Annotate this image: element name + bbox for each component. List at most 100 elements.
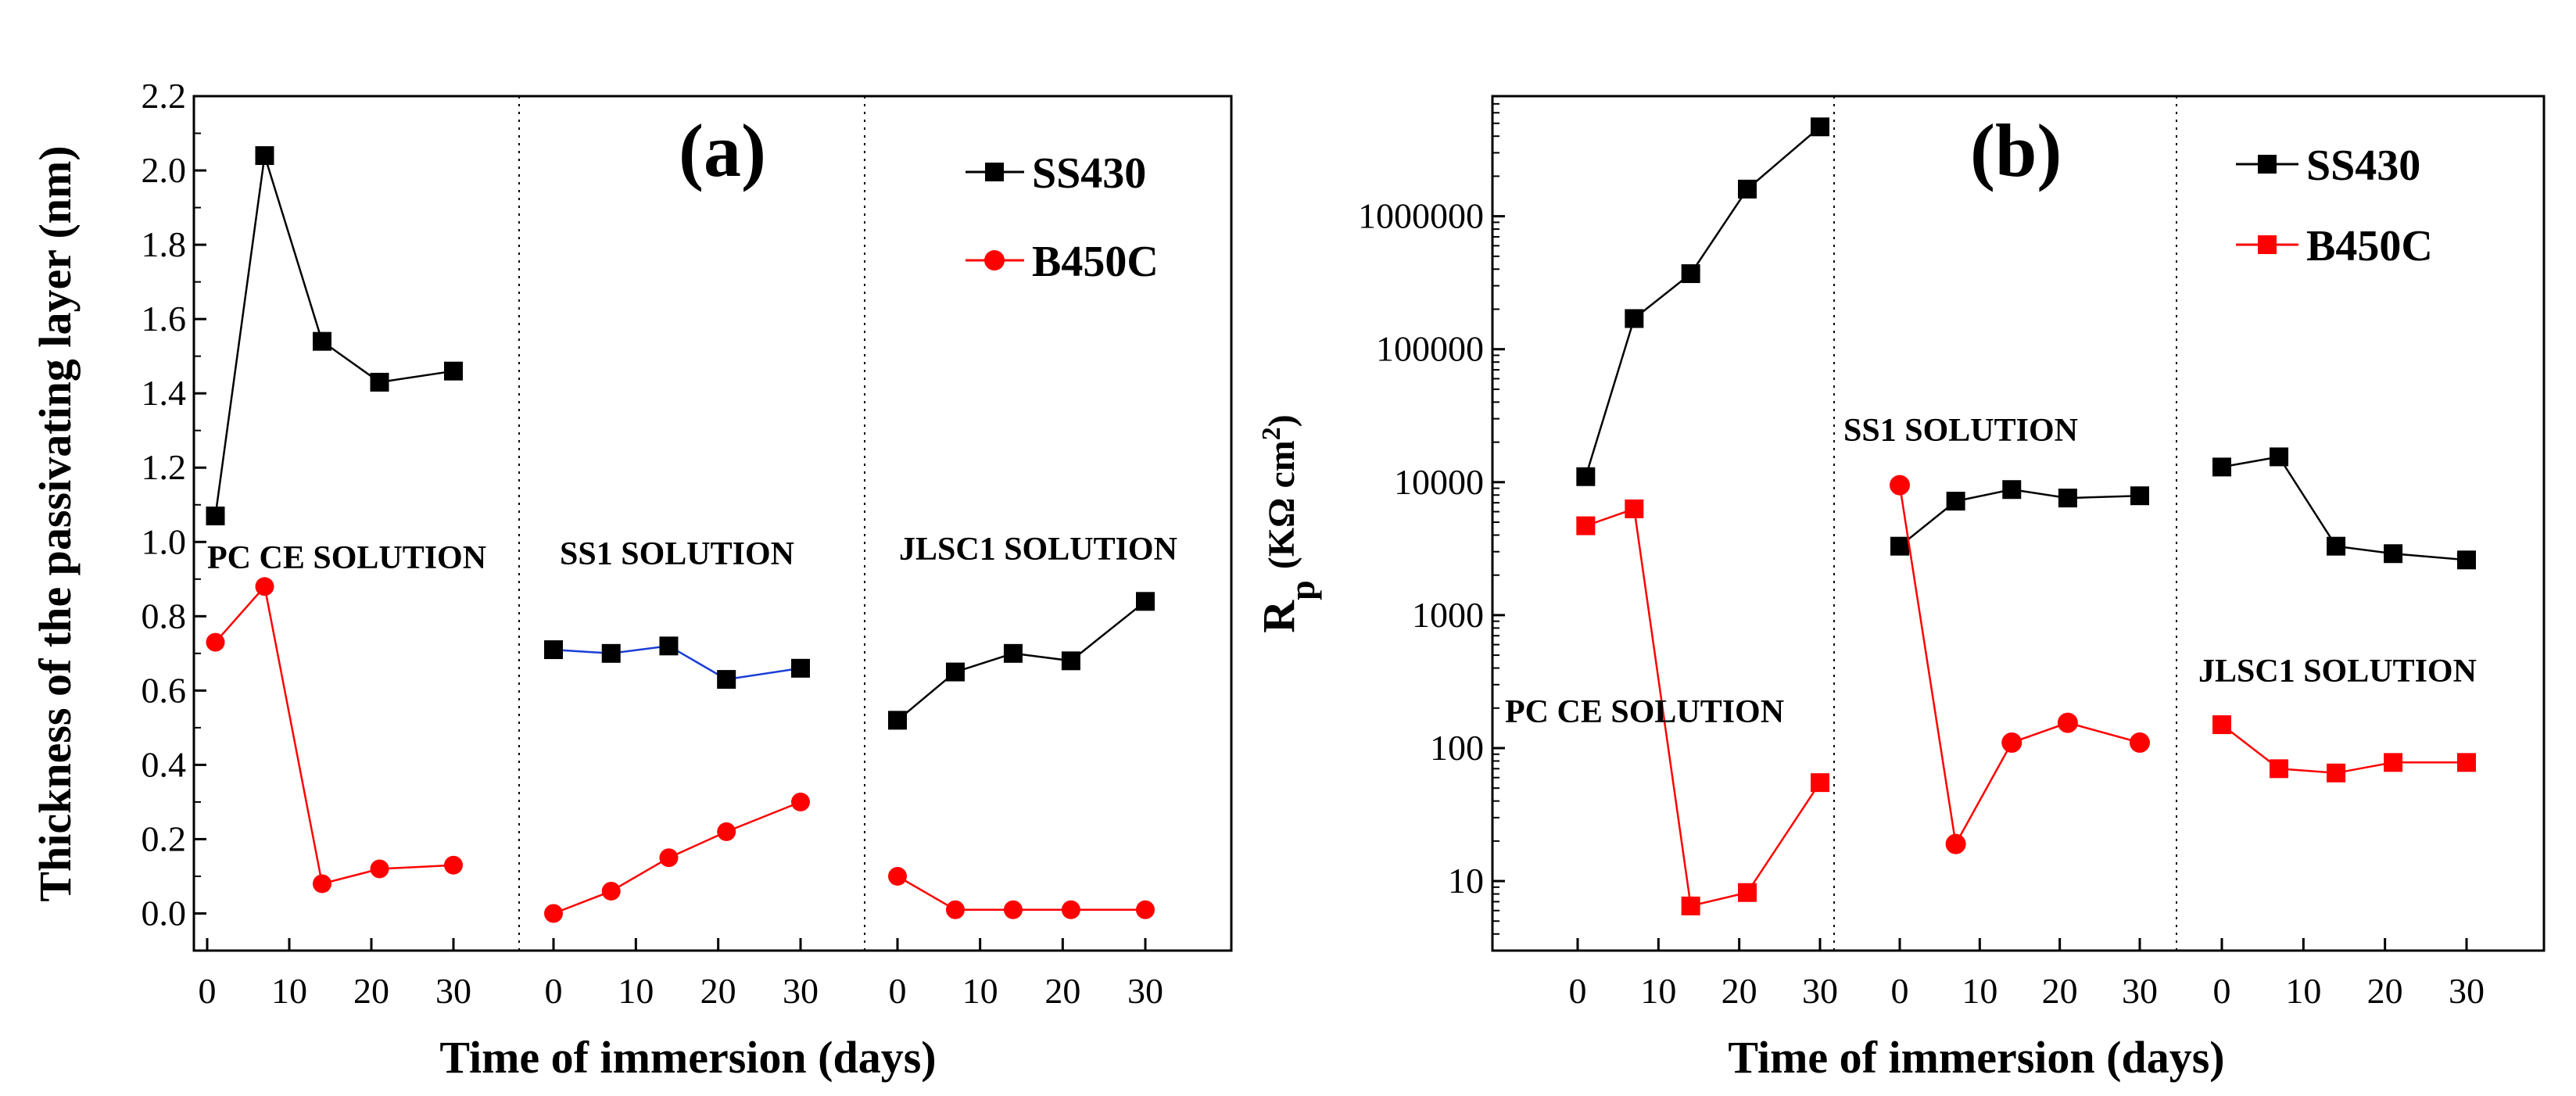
a-b450c-point <box>1003 900 1023 919</box>
b-ss430-point <box>2270 447 2289 467</box>
panel-b-y-ticks: 10 100 1000 10000 100000 1000000 <box>1358 95 1505 951</box>
b-x-tick-label: 20 <box>1722 971 1757 1011</box>
a-ss430-point <box>206 506 225 525</box>
panel-b-region-label-pcce: PC CE SOLUTION <box>1505 694 1784 730</box>
b-ss430-point <box>1890 536 1909 556</box>
a-y-tick-label: 1.8 <box>142 224 187 264</box>
b-ss430-point <box>1625 309 1644 328</box>
a-b450c-line-region-0 <box>214 584 454 886</box>
panel-b-y-axis-title-units: (KΩ cm <box>1261 440 1302 569</box>
a-y-tick-label: 1.6 <box>142 299 187 338</box>
a-ss430-point <box>888 711 907 730</box>
b-ss430-point <box>1681 264 1700 284</box>
b-b450c-point <box>2212 715 2231 735</box>
legend-b-ss430-marker <box>2258 155 2277 174</box>
b-x-tick-label: 0 <box>1569 971 1587 1011</box>
legend-a-ss430-marker <box>985 163 1004 181</box>
a-b450c-point <box>945 900 965 919</box>
a-b450c-point <box>791 792 810 811</box>
a-y-tick-label: 0.2 <box>142 818 187 858</box>
a-ss430-point <box>255 146 274 166</box>
b-ss430-point <box>1576 467 1596 486</box>
b-ss430-point <box>2058 489 2077 508</box>
b-x-tick-label: 10 <box>1962 971 1997 1011</box>
a-b450c-point <box>313 874 331 894</box>
panel-b-x-ticks: 0 10 20 30 0 10 20 30 0 10 20 30 <box>1569 938 2485 1011</box>
panel-b-y-axis-title: Rp (KΩ cm2) <box>1253 414 1322 633</box>
a-x-tick-label: 20 <box>700 971 736 1011</box>
b-b450c-point <box>2327 763 2346 783</box>
b-x-tick-label: 10 <box>1640 971 1676 1011</box>
b-ss430-point <box>2212 457 2231 477</box>
panel-a: 0.0 0.2 0.4 0.6 0.8 1.0 1.2 1.4 1.6 1.8 2.0 2.2 0 10… <box>30 76 1233 1083</box>
panel-a-region-label-ss1: SS1 SOLUTION <box>560 536 794 572</box>
b-y-tick-label: 1000 <box>1412 595 1484 635</box>
b-ss430-point <box>2327 536 2346 556</box>
panel-b-y-axis-title-main: R <box>1253 600 1304 633</box>
b-b450c-point <box>2130 732 2150 753</box>
a-b450c-point <box>206 632 225 652</box>
b-b450c-point <box>1738 883 1757 902</box>
b-ss430-point <box>1738 179 1757 199</box>
a-ss430-point <box>444 361 463 381</box>
a-ss430-point <box>1003 643 1023 663</box>
panel-a-label: (a) <box>679 109 766 192</box>
panel-b-y-axis-title-sub: p <box>1282 580 1322 600</box>
b-b450c-point <box>1945 833 1966 854</box>
panel-b-region-label-jlsc1: JLSC1 SOLUTION <box>2198 654 2477 689</box>
a-ss430-line-region-0 <box>214 155 454 517</box>
a-b450c-point <box>888 866 907 886</box>
b-ss430-point <box>2457 550 2476 570</box>
panel-a-series <box>206 146 1155 923</box>
b-x-tick-label: 30 <box>2449 971 2485 1011</box>
b-x-tick-label: 0 <box>2213 971 2231 1011</box>
panel-b-legend: SS430 B450C <box>2236 141 2433 270</box>
b-ss430-point <box>1811 117 1829 137</box>
panel-a-region-label-jlsc1: JLSC1 SOLUTION <box>899 532 1177 568</box>
b-x-tick-label: 0 <box>1891 971 1909 1011</box>
b-x-tick-label: 10 <box>2285 971 2321 1011</box>
a-x-tick-label: 30 <box>435 971 471 1011</box>
b-b450c-point <box>2457 753 2476 772</box>
b-y-tick-label: 100000 <box>1376 329 1484 369</box>
a-ss430-point <box>544 640 563 660</box>
a-ss430-point <box>1136 592 1155 611</box>
b-ss430-point <box>1946 492 1965 511</box>
a-b450c-point <box>1136 900 1155 919</box>
a-y-tick-label: 1.4 <box>142 373 187 413</box>
a-ss430-point <box>945 662 965 682</box>
a-b450c-point <box>444 855 463 875</box>
a-ss430-point <box>313 331 331 351</box>
a-x-tick-label: 10 <box>962 971 998 1011</box>
a-x-tick-label: 20 <box>353 971 389 1011</box>
panel-b-y-axis-title-close: ) <box>1261 414 1302 427</box>
b-x-tick-label: 30 <box>1802 971 1838 1011</box>
panel-a-frame <box>192 95 1233 952</box>
b-b450c-point <box>2001 732 2022 753</box>
b-b450c-point <box>2384 753 2403 772</box>
b-b450c-point <box>1625 499 1644 518</box>
b-ss430-line-region-0 <box>1585 126 1821 478</box>
legend-b-b450c-text: B450C <box>2306 222 2433 270</box>
a-y-tick-label: 0.4 <box>142 744 187 784</box>
a-b450c-point <box>544 904 563 923</box>
a-x-tick-label: 10 <box>271 971 307 1011</box>
legend-a-b450c-marker <box>984 250 1005 270</box>
a-y-tick-label: 0.6 <box>142 670 187 710</box>
a-b450c-point <box>659 848 679 868</box>
a-ss430-point <box>601 643 621 663</box>
a-b450c-point <box>370 859 389 879</box>
panel-b-y-axis-title-sup: 2 <box>1257 427 1286 440</box>
a-x-tick-label: 0 <box>199 971 217 1011</box>
legend-a-ss430-text: SS430 <box>1032 149 1146 198</box>
panel-a-y-axis-title: Thickness of the passivating layer (nm) <box>30 145 81 901</box>
panel-a-region-label-pcce: PC CE SOLUTION <box>207 540 486 576</box>
a-x-tick-label: 0 <box>889 971 907 1011</box>
panel-b-series <box>1576 117 2476 915</box>
a-y-tick-label: 0.0 <box>142 893 187 933</box>
b-ss430-point <box>2130 486 2149 506</box>
b-y-tick-label: 100 <box>1430 728 1484 768</box>
a-b450c-point <box>601 881 621 901</box>
b-b450c-point <box>1890 475 1910 496</box>
